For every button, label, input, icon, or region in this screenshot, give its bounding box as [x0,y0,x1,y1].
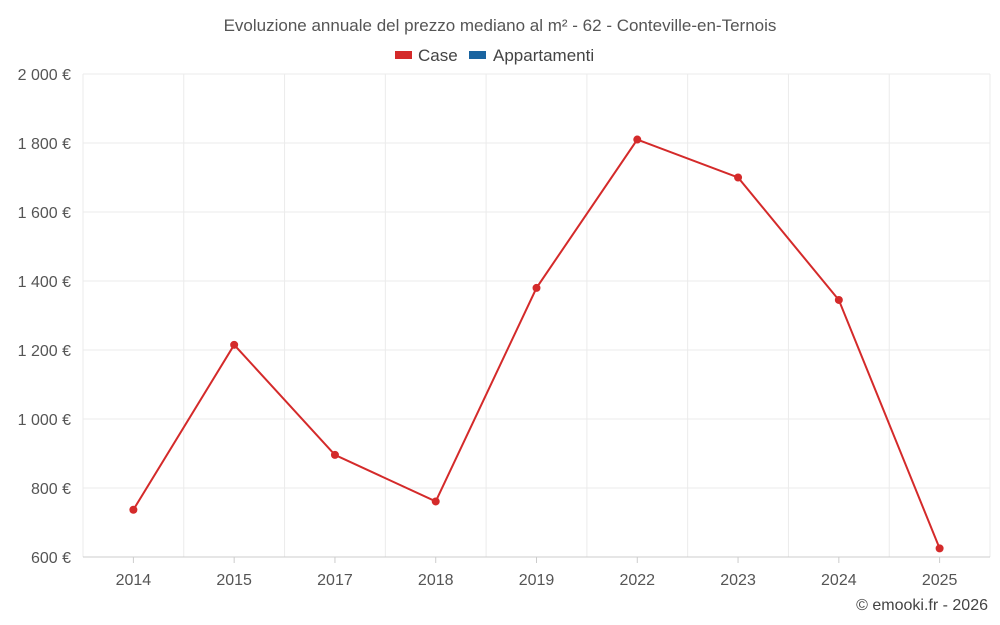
data-point-case[interactable] [230,340,239,349]
chart-title: Evoluzione annuale del prezzo mediano al… [224,16,777,35]
y-gridlines [83,73,990,558]
x-gridlines [82,74,991,557]
data-point-case[interactable] [935,544,944,553]
legend-item-appartamenti[interactable]: Appartamenti [469,46,594,65]
legend-label-case: Case [418,46,458,65]
y-tick-label: 600 € [31,550,71,567]
x-axis-ticks: 2014 2015 2017 2018 2019 2022 2023 2024 2025 [116,557,958,589]
data-point-case[interactable] [330,450,339,459]
legend: Case Appartamenti [395,46,594,65]
x-tick-label: 2025 [922,572,958,589]
x-tick-label: 2022 [619,572,655,589]
x-tick-label: 2014 [116,572,152,589]
x-tick-label: 2017 [317,572,353,589]
legend-item-case[interactable]: Case [395,46,458,65]
y-axis-ticks: 600 € 800 € 1 000 € 1 200 € 1 400 € 1 600 € 1 … [18,67,71,567]
x-tick-label: 2023 [720,572,756,589]
series-line-case [132,138,941,549]
y-tick-label: 1 600 € [18,205,71,222]
y-tick-label: 1 200 € [18,343,71,360]
data-point-case[interactable] [734,173,743,182]
y-tick-label: 1 000 € [18,412,71,429]
legend-swatch-case [395,51,412,59]
x-tick-label: 2015 [216,572,252,589]
data-point-case[interactable] [834,295,843,304]
data-point-case[interactable] [129,505,138,514]
legend-swatch-appartamenti [469,51,486,59]
x-tick-label: 2024 [821,572,857,589]
y-tick-label: 1 400 € [18,274,71,291]
data-point-case[interactable] [633,135,642,144]
credit-text: © emooki.fr - 2026 [856,597,988,614]
data-point-case[interactable] [532,283,541,292]
legend-label-appartamenti: Appartamenti [493,46,594,65]
y-tick-label: 1 800 € [18,136,71,153]
x-tick-label: 2018 [418,572,454,589]
y-tick-label: 800 € [31,481,71,498]
y-tick-label: 2 000 € [18,67,71,84]
series-case [129,135,944,553]
x-tick-label: 2019 [519,572,555,589]
data-point-case[interactable] [431,497,440,506]
